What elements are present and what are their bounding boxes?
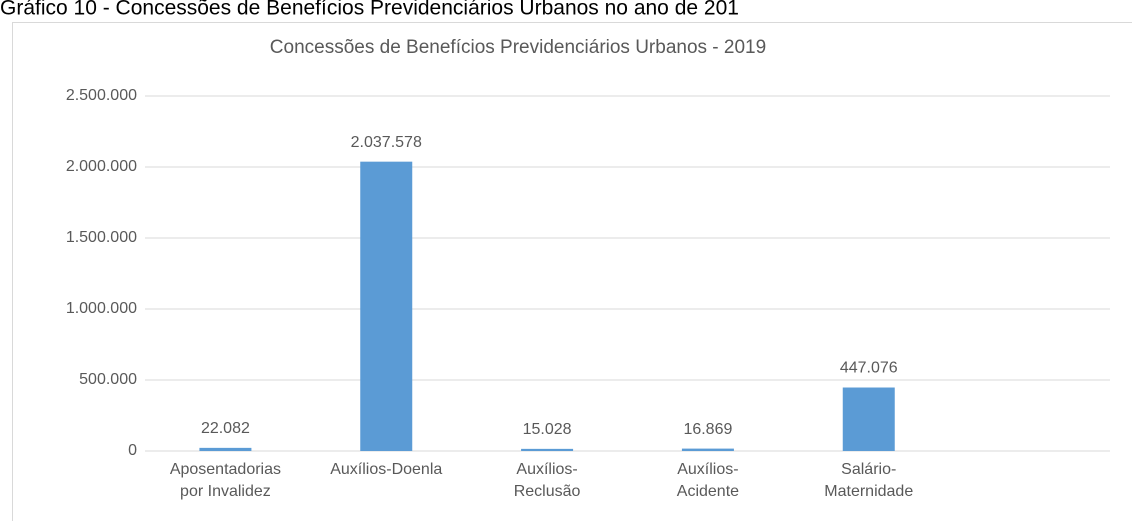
bar: [521, 448, 574, 451]
y-tick-label: 1.000.000: [66, 300, 137, 317]
x-tick-label: Aposentadorias por Invalidez: [170, 461, 281, 500]
x-tick-label-line: Aposentadorias: [170, 461, 281, 478]
x-tick-label: Auxílios-Doenla: [330, 461, 442, 478]
x-tick-label-line: Maternidade: [824, 483, 913, 500]
value-label: 447.076: [840, 360, 898, 377]
y-tick-label: 0: [128, 442, 137, 459]
value-label: 16.869: [683, 421, 732, 438]
caption: Gráfico 10 - Concessões de Benefícios Pr…: [0, 0, 739, 20]
x-tick-label-line: por Invalidez: [180, 483, 271, 500]
x-tick-label-line: Auxílios-Doenla: [330, 461, 442, 478]
chart-frame: [12, 22, 1132, 521]
x-tick-label-line: Acidente: [677, 483, 739, 500]
bar: [199, 447, 252, 451]
value-label: 22.082: [201, 420, 250, 437]
bar: [360, 161, 413, 451]
bar: [681, 448, 734, 451]
y-tick-label: 2.500.000: [66, 87, 137, 104]
y-tick-label: 1.500.000: [66, 229, 137, 246]
bar: [842, 387, 895, 451]
value-label: 2.037.578: [351, 134, 422, 151]
y-tick-label: 2.000.000: [66, 158, 137, 175]
x-tick-label-line: Salário-: [841, 461, 896, 478]
x-tick-label: Auxílios- Acidente: [677, 461, 739, 500]
x-tick-label: Salário- Maternidade: [824, 461, 913, 500]
value-label: 15.028: [523, 421, 572, 438]
x-tick-label-line: Auxílios-: [516, 461, 577, 478]
x-tick-label-line: Reclusão: [514, 483, 581, 500]
chart-title: Concessões de Benefícios Previdenciários…: [270, 37, 766, 58]
y-tick-label: 500.000: [79, 371, 137, 388]
x-tick-label-line: Auxílios-: [677, 461, 738, 478]
x-tick-label: Auxílios- Reclusão: [514, 461, 581, 500]
